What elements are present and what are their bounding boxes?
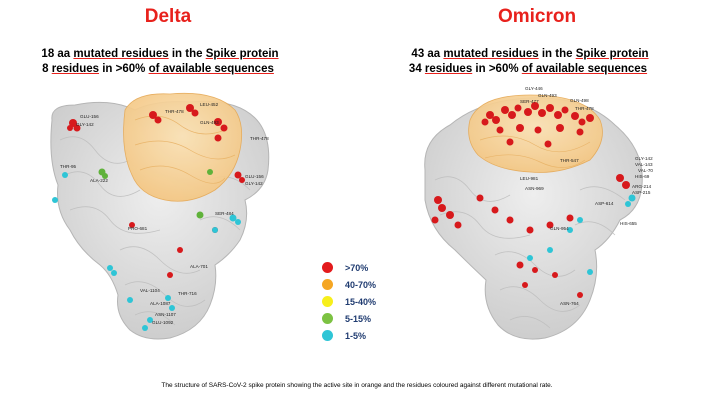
delta-residue-label: GLU-1092: [152, 320, 174, 325]
omicron-subtitle-line2: 34 residues in >60% of available sequenc…: [408, 63, 648, 75]
omicron-residue-label: LEU-981: [520, 176, 539, 181]
legend-swatch: [322, 296, 333, 307]
delta-residue-label: THR-95: [60, 164, 77, 169]
delta-subtitle-line1: 18 aa mutated residues in the Spike prot…: [41, 48, 279, 60]
delta-residue-label: ALA-701: [190, 264, 208, 269]
omicron-residue-label: HIS-655: [620, 221, 637, 226]
omicron-residue-label: SER-477: [520, 99, 539, 104]
legend-swatch: [322, 279, 333, 290]
delta-residue-label: PRO-681: [128, 226, 148, 231]
omicron-residue-label: ASP-614: [595, 201, 614, 206]
delta-residue-label: VAL-1104: [140, 288, 160, 293]
legend-label: 40-70%: [345, 279, 377, 290]
mutation-rate-legend: >70% 40-70% 15-40% 5-15% 1-5%: [322, 262, 402, 352]
omicron-residue-label: ASP-215: [632, 190, 651, 195]
delta-residue-label: THR-478: [250, 136, 269, 141]
legend-item: 40-70%: [322, 279, 376, 290]
omicron-residue-label: HIS-69: [635, 174, 650, 179]
omicron-residue-label: GLY-142: [635, 156, 653, 161]
delta-residue-label: GLY-142: [245, 181, 263, 186]
omicron-residue-label: GLN-493: [538, 93, 557, 98]
omicron-residue-label: ARG-214: [632, 184, 652, 189]
delta-residue-label: THR-478: [165, 109, 184, 114]
omicron-residue-label: THR-478: [575, 106, 594, 111]
omicron-residue-label: ASN-969: [525, 186, 544, 191]
legend-item: 1-5%: [322, 330, 366, 341]
delta-residue-label: ALA-1087: [150, 301, 171, 306]
delta-residue-label: GLN-493: [200, 120, 219, 125]
delta-residue-label: GLU-156: [245, 174, 264, 179]
legend-item: 5-15%: [322, 313, 371, 324]
delta-residue-label: ALA-222: [90, 178, 108, 183]
figure-caption: The structure of SARS-CoV-2 spike protei…: [161, 382, 553, 389]
omicron-residue-label: GLN-954: [550, 226, 569, 231]
legend-label: >70%: [345, 262, 369, 273]
omicron-title: Omicron: [497, 6, 577, 27]
delta-residue-label: THR-716: [178, 291, 197, 296]
legend-label: 1-5%: [345, 330, 367, 341]
omicron-subtitle-line1: 43 aa mutated residues in the Spike prot…: [411, 48, 649, 60]
omicron-residue-label: THR-547: [560, 158, 579, 163]
omicron-residue-label: VAL-70: [638, 168, 653, 173]
delta-residue-label: ASN-1107: [155, 312, 176, 317]
delta-residue-label: GLU-156: [80, 114, 99, 119]
legend-swatch: [322, 330, 333, 341]
delta-residue-label: GLY-142: [76, 122, 94, 127]
legend-item: >70%: [322, 262, 368, 273]
omicron-residue-label: VAL-143: [635, 162, 653, 167]
omicron-residue-label: GLN-498: [570, 98, 589, 103]
omicron-spike-structure: GLY-446 GLN-493 GLN-498 SER-477 THR-478 …: [424, 86, 653, 340]
legend-item: 15-40%: [322, 296, 376, 307]
delta-residue-label: LEU-452: [200, 102, 219, 107]
legend-label: 15-40%: [345, 296, 377, 307]
delta-title: Delta: [144, 6, 192, 27]
omicron-residue-label: ASN-764: [560, 301, 579, 306]
omicron-residue-label: GLY-446: [525, 86, 543, 91]
legend-swatch: [322, 313, 333, 324]
legend-swatch: [322, 262, 333, 273]
legend-label: 5-15%: [345, 313, 372, 324]
delta-subtitle-line2: 8 residues in >60% of available sequence…: [42, 63, 274, 75]
delta-residue-label: SER-484: [215, 211, 234, 216]
delta-spike-structure: GLU-156 GLY-142 THR-478 LEU-452 THR-95 A…: [50, 93, 270, 340]
